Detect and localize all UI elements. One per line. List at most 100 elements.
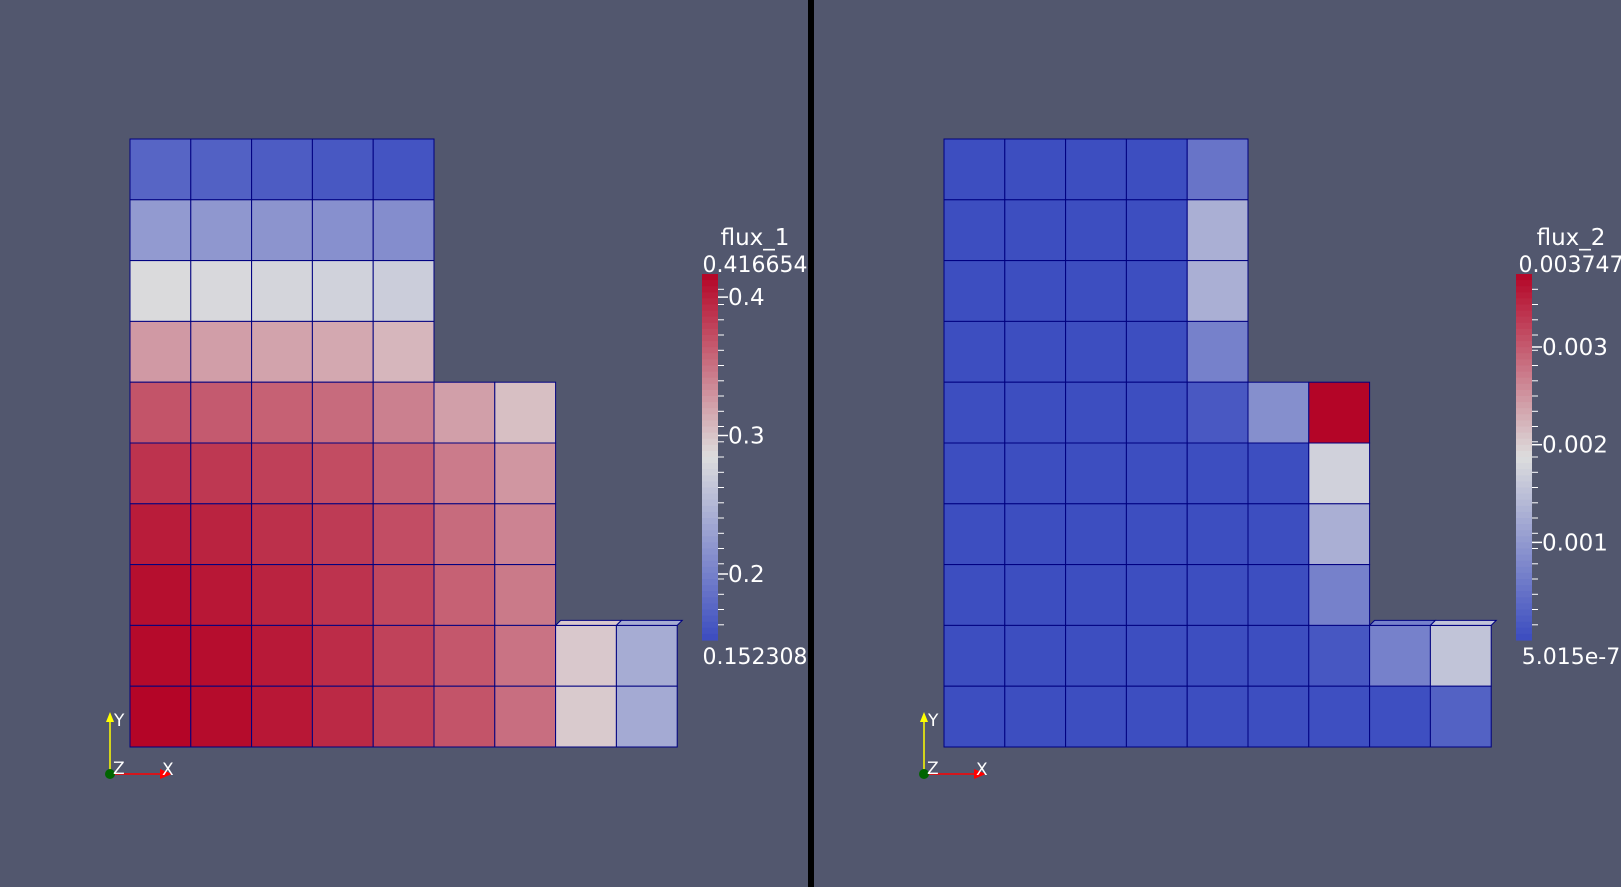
render-view-right[interactable]: flux_2 0.003747 0.001 0.002 0.003 5.015e-7… <box>814 0 1621 887</box>
orientation-axes: Y Z X <box>105 711 174 780</box>
z-axis-dot-icon <box>105 769 115 779</box>
mesh-cell <box>1125 381 1188 444</box>
color-legend-segment <box>702 298 718 306</box>
mesh-cell <box>129 199 192 262</box>
mesh-cell <box>433 442 496 505</box>
color-legend-segment <box>1516 274 1532 281</box>
mesh-cell <box>433 503 496 566</box>
color-legend-ticks: 0.2 0.3 0.4 <box>718 285 765 626</box>
mesh-cell <box>372 624 435 687</box>
flux-2-render[interactable]: flux_2 0.003747 0.001 0.002 0.003 5.015e-7… <box>814 0 1621 887</box>
tick-label: 0.3 <box>728 424 765 450</box>
mesh-cell <box>494 685 557 748</box>
z-axis-label: Z <box>927 759 939 779</box>
color-legend-segment <box>702 542 718 550</box>
color-legend-segment <box>702 328 718 336</box>
mesh-cells <box>129 138 684 748</box>
z-axis-label: Z <box>113 759 125 779</box>
mesh-cell <box>1065 138 1127 201</box>
mesh-cell <box>494 381 557 444</box>
color-legend-segment <box>702 347 718 354</box>
mesh-cell <box>1065 320 1127 383</box>
x-axis-label: X <box>162 760 174 780</box>
color-legend-segment <box>1516 450 1532 458</box>
color-legend-segment <box>702 518 718 525</box>
render-view-left[interactable]: flux_1 0.416654 0.2 0.3 0.4 0.152308 Y Z X <box>0 0 808 887</box>
mesh-cell <box>943 503 1006 566</box>
color-legend-segment <box>1516 298 1532 306</box>
mesh-cell <box>1308 442 1371 505</box>
scalar-bar[interactable]: flux_1 0.416654 0.2 0.3 0.4 0.152308 <box>702 225 807 670</box>
color-legend-segment <box>1516 457 1532 464</box>
color-legend-segment <box>702 627 718 635</box>
mesh-cell <box>190 199 253 262</box>
color-legend-segment <box>702 530 718 537</box>
color-legend-segment <box>1516 505 1532 513</box>
mesh-cell <box>129 503 192 566</box>
y-axis-label: Y <box>113 711 125 731</box>
color-legend-segment <box>1516 408 1532 415</box>
color-legend-segment <box>1516 341 1532 348</box>
view-divider[interactable] <box>808 0 814 887</box>
mesh-cell <box>311 138 374 201</box>
mesh-cell <box>1125 503 1188 566</box>
mesh-cell <box>129 138 192 201</box>
mesh-cell <box>190 503 253 566</box>
mesh-cell <box>1308 624 1371 687</box>
mesh-cell-top-face <box>554 619 623 626</box>
color-legend-segment <box>1516 426 1532 434</box>
mesh-cell <box>311 381 374 444</box>
mesh-cell <box>943 624 1006 687</box>
mesh-cell <box>190 442 253 505</box>
scalar-bar[interactable]: flux_2 0.003747 0.001 0.002 0.003 5.015e-7 <box>1516 225 1621 670</box>
color-legend-segment <box>1516 591 1532 598</box>
mesh-cell <box>372 442 435 505</box>
mesh-cell <box>1004 138 1067 201</box>
mesh-cell <box>1004 624 1067 687</box>
mesh-cell <box>311 320 374 383</box>
color-legend-segment <box>1516 328 1532 336</box>
mesh-cell <box>372 199 435 262</box>
scalar-bar-title: flux_1 <box>721 225 790 251</box>
mesh-cell <box>129 624 192 687</box>
mesh-cell <box>251 199 313 262</box>
mesh-cell <box>129 260 192 322</box>
mesh-cell <box>555 624 617 687</box>
mesh-cell <box>129 564 192 626</box>
color-legend-segment <box>702 487 718 495</box>
color-legend-segment <box>702 450 718 458</box>
mesh-cell <box>251 260 313 322</box>
mesh-cell <box>1186 260 1249 322</box>
mesh-cell <box>1186 624 1249 687</box>
mesh-cell <box>494 624 557 687</box>
mesh-cell <box>433 564 496 626</box>
color-legend-segment <box>1516 481 1532 489</box>
x-axis-arrow-icon <box>160 769 172 779</box>
color-legend-segment <box>702 505 718 513</box>
color-legend-segment <box>1516 280 1532 287</box>
mesh-cell <box>251 564 313 626</box>
color-legend-segment <box>702 377 718 385</box>
mesh-cell <box>1186 564 1249 626</box>
mesh-cell <box>251 624 313 687</box>
mesh-cell <box>1125 320 1188 383</box>
mesh-cell <box>1308 564 1371 626</box>
mesh-cell <box>372 503 435 566</box>
mesh-cell <box>1004 381 1067 444</box>
mesh-cell <box>615 685 678 748</box>
color-legend-segment <box>702 292 718 299</box>
color-legend-segment <box>702 341 718 348</box>
mesh-cell <box>1065 564 1127 626</box>
tick-label: 0.2 <box>728 562 765 588</box>
color-legend-segment <box>1516 560 1532 568</box>
mesh-cell <box>1065 685 1127 748</box>
color-legend-segment <box>1516 511 1532 519</box>
mesh-cell <box>372 260 435 322</box>
flux-1-render[interactable]: flux_1 0.416654 0.2 0.3 0.4 0.152308 Y Z X <box>0 0 808 887</box>
color-legend-segment <box>702 475 718 482</box>
mesh-cell <box>943 381 1006 444</box>
color-legend-segment <box>702 383 718 391</box>
mesh-cell <box>129 685 192 748</box>
color-legend-segment <box>1516 377 1532 385</box>
mesh-cell <box>943 564 1006 626</box>
